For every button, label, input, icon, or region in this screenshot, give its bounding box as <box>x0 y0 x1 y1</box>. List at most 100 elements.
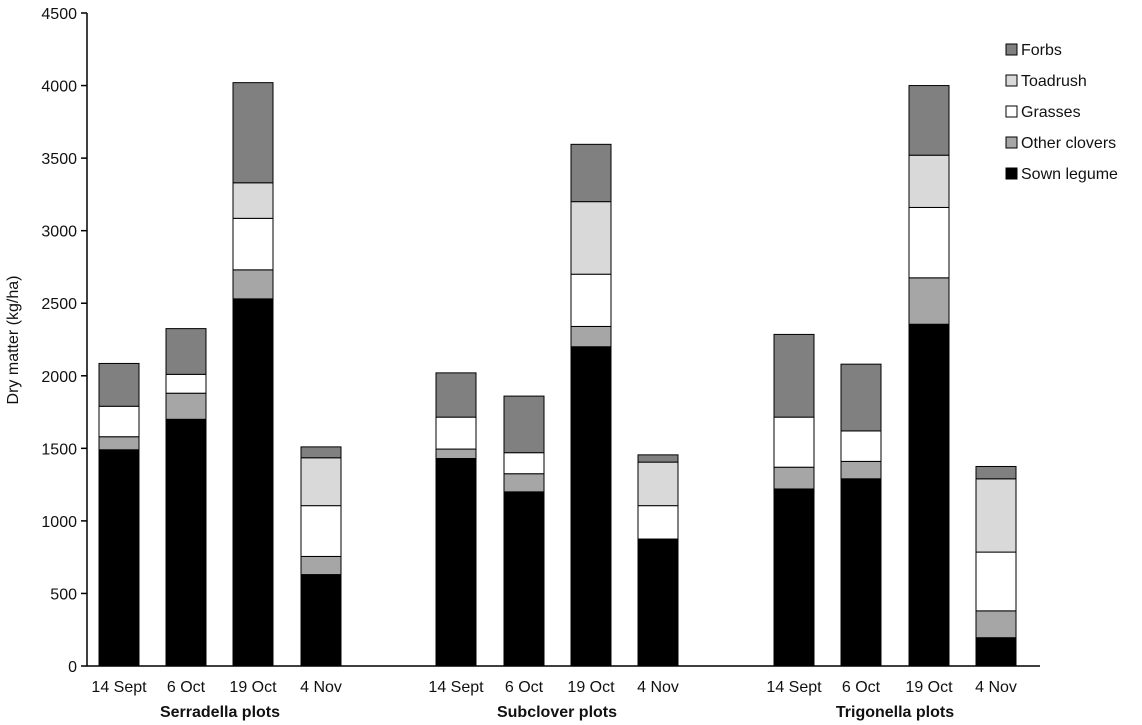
legend-label: Other clovers <box>1021 135 1116 152</box>
bar-segment-toadrush <box>570 201 612 275</box>
y-axis-title: Dry matter (kg/ha) <box>5 276 22 405</box>
y-tick-label: 2500 <box>41 296 77 313</box>
legend-swatch <box>1005 167 1018 180</box>
bar-segment-other-clovers <box>165 392 207 420</box>
bar-segment-grasses <box>435 416 477 450</box>
bars <box>98 82 1017 667</box>
bar-segment-forbs <box>435 372 477 418</box>
x-tick-label: 14 Sept <box>91 679 147 696</box>
bar-segment-grasses <box>98 405 140 438</box>
bar-stack <box>435 372 477 667</box>
bar-stack <box>773 333 815 667</box>
bar-segment-other-clovers <box>773 466 815 490</box>
x-tick-label: 4 Nov <box>637 679 679 696</box>
legend-label: Toadrush <box>1021 73 1087 90</box>
bar-segment-forbs <box>773 333 815 418</box>
bar-segment-sown-legume <box>300 574 342 667</box>
x-tick-label: 19 Oct <box>567 679 615 696</box>
y-axis: 0 500 1000 1500 2000 2500 3000 3500 4000 4500 <box>41 6 88 676</box>
bar-segment-forbs <box>637 454 679 463</box>
bar-segment-sown-legume <box>840 478 882 667</box>
bar-segment-forbs <box>570 143 612 203</box>
bar-stack <box>300 446 342 667</box>
bar-segment-sown-legume <box>570 346 612 667</box>
x-tick-label: 4 Nov <box>300 679 342 696</box>
x-tick-label: 4 Nov <box>975 679 1017 696</box>
y-tick-label: 0 <box>68 659 77 676</box>
bar-segment-other-clovers <box>98 436 140 451</box>
bar-segment-toadrush <box>300 457 342 507</box>
legend-label: Grasses <box>1021 104 1081 121</box>
x-tick-label: 19 Oct <box>905 679 953 696</box>
bar-segment-grasses <box>975 551 1017 612</box>
x-tick-label: 14 Sept <box>428 679 484 696</box>
y-tick-label: 500 <box>50 586 77 603</box>
bar-segment-sown-legume <box>503 491 545 667</box>
bar-stack <box>975 465 1017 667</box>
x-axis: 14 Sept 6 Oct 19 Oct 4 Nov Serradella plots 1… <box>87 665 1040 721</box>
legend-label: Sown legume <box>1021 166 1118 183</box>
bar-stack <box>908 85 950 667</box>
bar-segment-other-clovers <box>300 555 342 576</box>
bar-stack <box>637 454 679 667</box>
x-tick-label: 6 Oct <box>505 679 544 696</box>
bar-segment-grasses <box>232 217 274 271</box>
bar-stack <box>232 82 274 667</box>
legend: Forbs Toadrush Grasses Other clovers Sown le… <box>1005 42 1118 183</box>
bar-stack <box>503 395 545 667</box>
bar-segment-forbs <box>908 85 950 156</box>
bar-segment-sown-legume <box>637 538 679 667</box>
bar-segment-toadrush <box>637 461 679 507</box>
group-label: Subclover plots <box>497 704 617 721</box>
bar-segment-grasses <box>570 273 612 327</box>
legend-label: Forbs <box>1021 42 1062 59</box>
bar-stack <box>840 363 882 667</box>
bar-segment-grasses <box>840 430 882 462</box>
x-tick-label: 6 Oct <box>842 679 881 696</box>
y-tick-label: 3500 <box>41 151 77 168</box>
bar-segment-grasses <box>165 373 207 394</box>
bar-stack <box>165 328 207 667</box>
bar-segment-other-clovers <box>975 610 1017 639</box>
bar-segment-forbs <box>300 446 342 459</box>
bar-segment-toadrush <box>232 182 274 219</box>
bar-segment-sown-legume <box>98 449 140 667</box>
legend-swatch <box>1005 105 1018 118</box>
x-tick-label: 14 Sept <box>766 679 822 696</box>
bar-segment-forbs <box>165 328 207 375</box>
bar-segment-forbs <box>503 395 545 454</box>
bar-segment-other-clovers <box>908 277 950 325</box>
y-tick-label: 1000 <box>41 514 77 531</box>
bar-segment-other-clovers <box>570 325 612 348</box>
y-tick-label: 4000 <box>41 79 77 96</box>
x-tick-label: 6 Oct <box>167 679 206 696</box>
bar-segment-forbs <box>98 362 140 407</box>
bar-segment-toadrush <box>975 478 1017 553</box>
bar-segment-forbs <box>840 363 882 432</box>
group-label: Serradella plots <box>160 704 280 721</box>
bar-segment-grasses <box>637 505 679 540</box>
bar-segment-grasses <box>908 206 950 279</box>
bar-segment-other-clovers <box>840 460 882 480</box>
bar-segment-sown-legume <box>165 418 207 667</box>
bar-segment-other-clovers <box>435 448 477 459</box>
legend-swatch <box>1005 74 1018 87</box>
y-tick-label: 4500 <box>41 6 77 23</box>
bar-segment-toadrush <box>908 154 950 208</box>
bar-segment-sown-legume <box>975 637 1017 667</box>
bar-segment-sown-legume <box>232 298 274 667</box>
bar-segment-sown-legume <box>435 457 477 667</box>
bar-segment-grasses <box>773 416 815 468</box>
bar-stack <box>98 362 140 667</box>
bar-segment-grasses <box>503 452 545 475</box>
bar-stack <box>570 143 612 667</box>
y-tick-label: 3000 <box>41 224 77 241</box>
y-tick-label: 2000 <box>41 369 77 386</box>
legend-swatch <box>1005 43 1018 56</box>
bar-segment-forbs <box>975 465 1017 480</box>
x-tick-label: 19 Oct <box>229 679 277 696</box>
bar-segment-sown-legume <box>908 323 950 667</box>
bar-segment-other-clovers <box>503 473 545 493</box>
bar-segment-grasses <box>300 505 342 557</box>
